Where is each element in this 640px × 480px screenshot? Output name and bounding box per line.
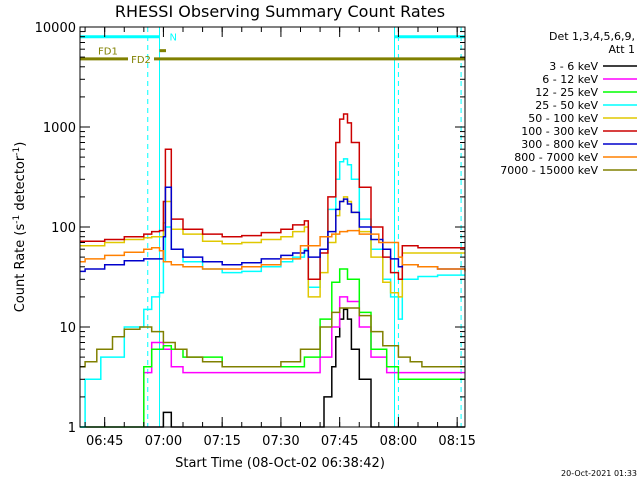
legend-label: 6 - 12 keV xyxy=(542,73,598,86)
series-line-6 xyxy=(80,186,465,273)
legend-label: 100 - 300 keV xyxy=(521,125,598,138)
legend-label: 25 - 50 keV xyxy=(535,99,598,112)
series-line-7 xyxy=(80,229,466,272)
y-axis-label-sup: -1 xyxy=(12,215,22,224)
y-tick-label: 1 xyxy=(68,421,76,436)
y-axis-label-sup2: -1 xyxy=(12,147,22,156)
annotation-bars: N FD1 FD2 xyxy=(80,33,465,66)
legend-label: 7000 - 15000 keV xyxy=(500,164,598,177)
y-tick-label: 10000 xyxy=(35,21,76,36)
x-tick-label: 08:00 xyxy=(380,434,417,449)
series-line-0 xyxy=(80,308,465,428)
series-line-3 xyxy=(80,158,465,428)
y-axis-label: Count Rate (s-1 detector-1) xyxy=(12,142,28,313)
generation-timestamp: 20-Oct-2021 01:33 xyxy=(561,469,637,478)
x-axis-label: Start Time (08-Oct-02 06:38:42) xyxy=(175,456,385,471)
series-line-2 xyxy=(80,268,465,428)
chart-title: RHESSI Observing Summary Count Rates xyxy=(115,2,445,21)
y-axis: 1 10 100 1000 10000 xyxy=(35,21,465,436)
x-axis: 06:45 07:00 07:15 07:30 07:45 08:00 08:15 xyxy=(84,27,476,449)
x-tick-label: 07:15 xyxy=(203,434,240,449)
x-tick-label: 07:45 xyxy=(321,434,358,449)
legend-label: 3 - 6 keV xyxy=(549,60,598,73)
fd2-label: FD2 xyxy=(131,55,151,66)
x-tick-label: 07:30 xyxy=(262,434,299,449)
series-line-4 xyxy=(80,196,465,298)
y-axis-label-end: ) xyxy=(13,142,28,147)
series-lines xyxy=(80,113,466,428)
x-tick-label: 08:15 xyxy=(438,434,475,449)
series-line-8 xyxy=(80,307,465,368)
y-axis-label-mid: detector xyxy=(13,155,28,215)
y-tick-label: 100 xyxy=(51,221,76,236)
night-label: N xyxy=(170,33,177,44)
legend-title-line-1: Det 1,3,4,5,6,9, xyxy=(549,30,635,43)
legend-title-line-2: Att 1 xyxy=(609,43,635,56)
series-line-1 xyxy=(80,296,465,428)
x-tick-label: 07:00 xyxy=(145,434,182,449)
legend-label: 800 - 7000 keV xyxy=(514,151,598,164)
fd1-label: FD1 xyxy=(98,47,118,58)
y-tick-label: 1000 xyxy=(43,121,76,136)
legend-label: 50 - 100 keV xyxy=(528,112,598,125)
legend-label: 300 - 800 keV xyxy=(521,138,598,151)
y-axis-label-main: Count Rate (s xyxy=(13,224,28,313)
y-tick-label: 10 xyxy=(59,321,76,336)
legend-label: 12 - 25 keV xyxy=(535,86,598,99)
x-tick-label: 06:45 xyxy=(86,434,123,449)
series-line-5 xyxy=(80,113,465,281)
